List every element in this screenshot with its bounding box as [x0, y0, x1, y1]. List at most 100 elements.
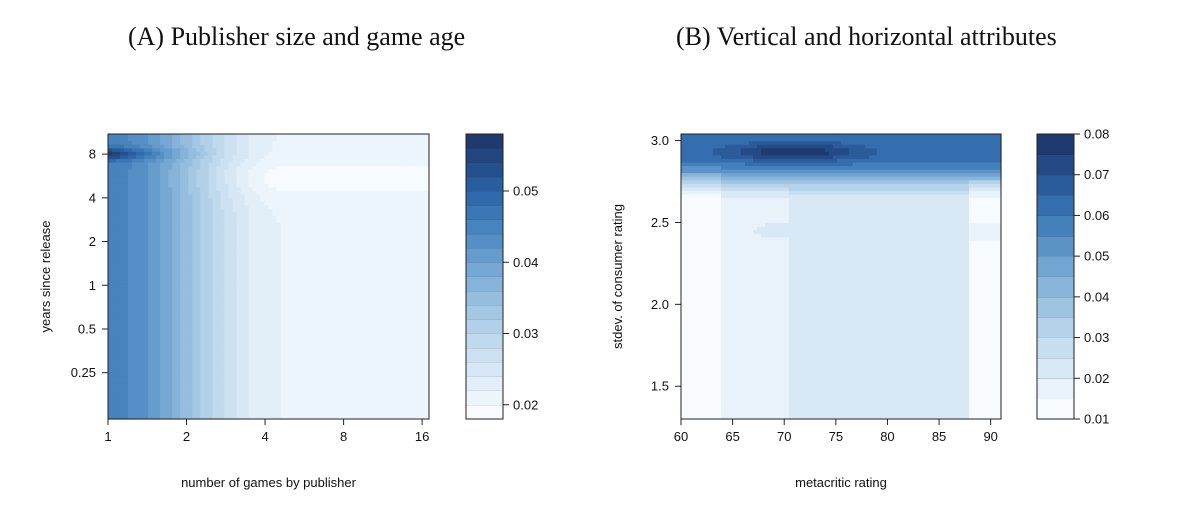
panel-a-cell [116, 376, 121, 381]
panel-a-cell [204, 176, 209, 181]
panel-a-cell [336, 333, 342, 338]
panel-a-cell [132, 372, 137, 377]
panel-a-cell [204, 251, 209, 256]
panel-a-cell [116, 301, 121, 306]
panel-a-cell [144, 251, 149, 256]
panel-a-cell [156, 404, 161, 409]
panel-a-cell [324, 329, 330, 335]
panel-a-cell [180, 248, 185, 253]
panel-a-cell [220, 134, 225, 139]
panel-a-cell [152, 262, 157, 267]
panel-a-cell [140, 141, 145, 146]
panel-a-cell [120, 362, 125, 367]
panel-a-cell [184, 301, 189, 306]
panel-a-cell [200, 369, 205, 374]
panel-a-cell [188, 290, 193, 295]
panel-a-cell [268, 248, 274, 253]
panel-a-cell [288, 226, 294, 231]
panel-a-cell [344, 415, 350, 420]
panel-a-cell [324, 411, 330, 417]
panel-a-cell [112, 269, 117, 274]
panel-a-cell [344, 237, 350, 242]
panel-a-cell [276, 251, 282, 256]
panel-a-cell [280, 169, 286, 174]
panel-a-cell [320, 322, 326, 327]
panel-a-cell [112, 344, 117, 349]
panel-a-cell [260, 219, 266, 224]
panel-a-cell [296, 212, 302, 217]
panel-a-cell [304, 237, 310, 242]
panel-a-cell [244, 283, 250, 288]
panel-a-cell [248, 141, 254, 146]
panel-a-cell [328, 301, 334, 306]
panel-a-cell [272, 255, 278, 260]
panel-a-cell [212, 294, 217, 299]
panel-a-cell [212, 183, 217, 189]
panel-a-cell [272, 248, 278, 253]
panel-a-cell [124, 372, 129, 377]
panel-a-cell [336, 283, 342, 288]
panel-a-cell [204, 404, 209, 409]
panel-a-cell [260, 415, 266, 420]
panel-a-cell [208, 415, 213, 420]
panel-a-cell [220, 326, 225, 331]
panel-a-cell [120, 151, 125, 156]
panel-a-cell [296, 354, 302, 360]
panel-a-cell [336, 404, 342, 409]
panel-a-cell [276, 390, 282, 395]
panel-a-cell [236, 329, 242, 335]
panel-a-cell [132, 401, 137, 406]
panel-a-cell [208, 205, 213, 210]
panel-a-cell [176, 305, 181, 310]
panel-a-cell [264, 141, 270, 146]
panel-a-cell [268, 251, 274, 256]
panel-a-cell [316, 276, 322, 281]
panel-a-cell [116, 408, 121, 413]
panel-a-cell [136, 230, 141, 235]
panel-a-cell [108, 276, 113, 281]
panel-a-cell [108, 134, 113, 139]
panel-a-cell [144, 201, 149, 206]
panel-a-cell [184, 137, 189, 142]
panel-a-cell [288, 347, 294, 352]
panel-a-cell [216, 262, 221, 267]
panel-a-cell [236, 280, 242, 285]
panel-a-cell [268, 191, 274, 196]
panel-a-cell [260, 255, 266, 260]
panel-a-cell [244, 237, 250, 242]
panel-a-cell [340, 287, 346, 292]
panel-a-cell [244, 301, 250, 306]
panel-a-cell [260, 198, 266, 203]
panel-a-cell [304, 158, 310, 164]
panel-a-cell [232, 219, 237, 224]
panel-a-cell [200, 376, 205, 381]
panel-a-cell [216, 411, 221, 417]
panel-a-cell [112, 251, 117, 256]
panel-a-cell [172, 297, 177, 303]
panel-a-cell [164, 191, 169, 196]
panel-a-cell [216, 383, 221, 388]
panel-a-cell [332, 144, 338, 149]
panel-a-cell [308, 265, 314, 270]
panel-a-cell [128, 347, 133, 352]
panel-a-cell [244, 148, 250, 153]
panel-a-cell [204, 397, 209, 402]
panel-a-cell [180, 283, 185, 288]
panel-a-cell [144, 386, 149, 392]
panel-a-cell [232, 362, 237, 367]
panel-a-cell [108, 344, 113, 349]
panel-a-cell [224, 329, 229, 335]
panel-a-cell [244, 376, 250, 381]
panel-a-cell [344, 276, 350, 281]
panel-a-cell [184, 362, 189, 367]
panel-a-cell [244, 173, 250, 178]
panel-a-cell [324, 173, 330, 178]
panel-a-cell [132, 141, 137, 146]
panel-a-cell [216, 233, 221, 238]
panel-a-cell [212, 322, 217, 327]
panel-a-cell [336, 194, 342, 199]
panel-a-cell [148, 183, 153, 189]
panel-a-cell [268, 240, 274, 246]
panel-a-cell [268, 205, 274, 210]
panel-a-cell [200, 201, 205, 206]
